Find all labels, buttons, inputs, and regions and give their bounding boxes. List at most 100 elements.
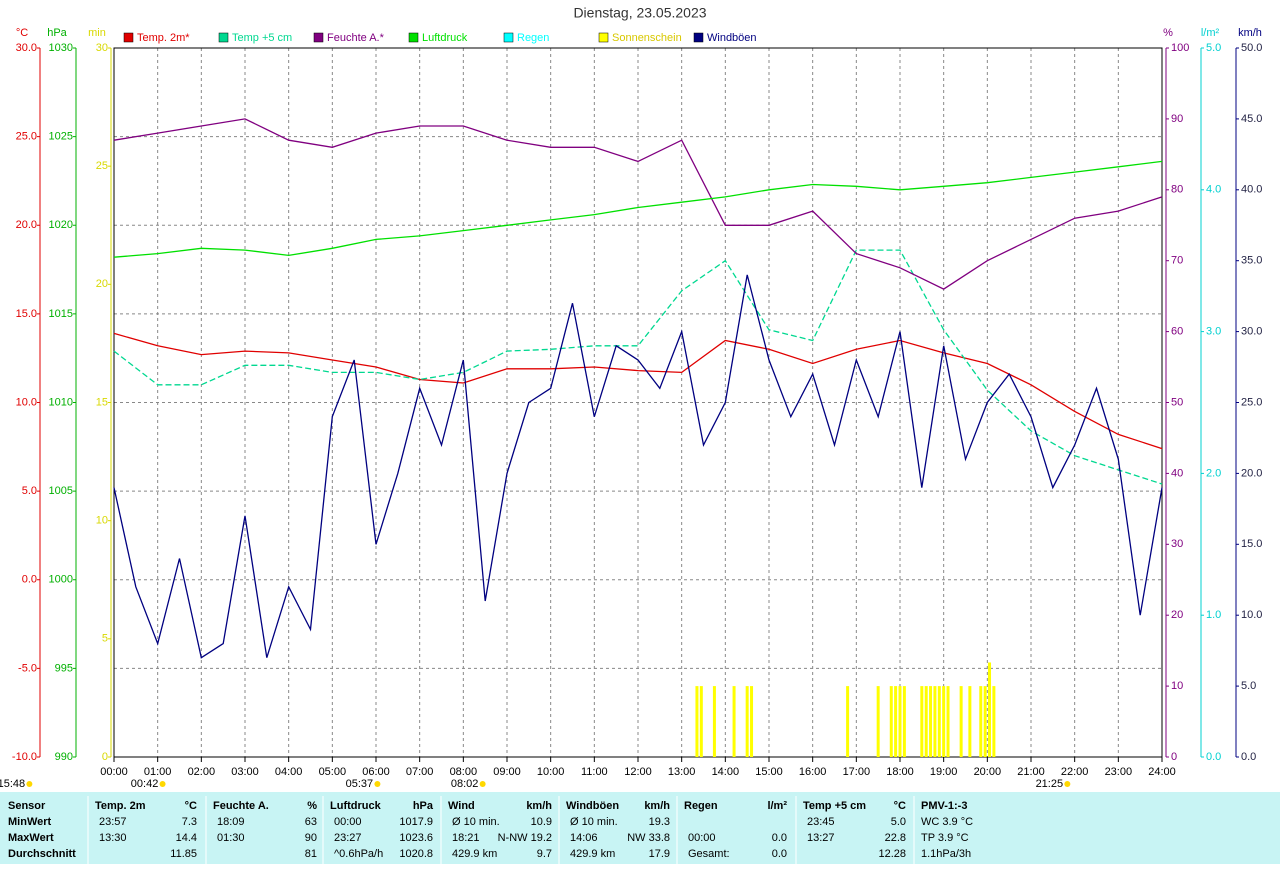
y-tick-label: 50	[1171, 396, 1183, 408]
annotation-marker	[159, 781, 166, 787]
sunshine-bar	[959, 686, 963, 757]
y-tick-label: 25.0	[16, 131, 37, 143]
sunshine-bar	[750, 686, 754, 757]
sunshine-bar	[695, 686, 699, 757]
y-tick-label: 25	[96, 160, 108, 172]
annotation-label: 00:42	[131, 778, 159, 790]
x-tick-label: 20:00	[974, 766, 1002, 778]
y-tick-label: 40	[1171, 467, 1183, 479]
table-unit: hPa	[413, 800, 434, 812]
y-tick-label: 15.0	[16, 308, 37, 320]
table-head: PMV-1:-3	[921, 800, 967, 812]
table-cell: 19.3	[649, 816, 670, 828]
y-tick-label: 30	[1171, 538, 1183, 550]
x-tick-label: 12:00	[624, 766, 652, 778]
sunshine-bar	[942, 686, 946, 757]
y-tick-label: 0.0	[1241, 751, 1256, 763]
x-tick-label: 02:00	[188, 766, 216, 778]
table-cell: ^0.6hPa/h	[334, 848, 383, 860]
sunshine-bar	[745, 686, 749, 757]
axis-unit: hPa	[47, 27, 67, 39]
x-tick-label: 17:00	[843, 766, 871, 778]
legend-label: Temp. 2m*	[137, 32, 190, 44]
table-cell: 90	[305, 832, 317, 844]
y-tick-label: 30.0	[16, 42, 37, 54]
sunshine-bar	[732, 686, 736, 757]
table-unit: l/m²	[767, 800, 787, 812]
y-tick-label: 20.0	[1241, 467, 1262, 479]
table-head: Feuchte A.	[213, 800, 269, 812]
table-unit: °C	[894, 800, 906, 812]
sunshine-bar	[983, 686, 987, 757]
sunshine-bar	[988, 662, 992, 757]
y-tick-label: 4.0	[1206, 184, 1221, 196]
sunshine-bar	[968, 686, 972, 757]
axis-unit: °C	[16, 27, 28, 39]
x-tick-label: 10:00	[537, 766, 565, 778]
table-cell: 11.85	[170, 848, 197, 860]
sunshine-bar	[699, 686, 703, 757]
sunshine-bar	[924, 686, 928, 757]
x-tick-label: 22:00	[1061, 766, 1089, 778]
y-tick-label: 1.0	[1206, 609, 1221, 621]
legend-swatch	[123, 32, 134, 43]
legend-label: Windböen	[707, 32, 757, 44]
annotation-label: 15:48	[0, 778, 25, 790]
sunshine-bar	[889, 686, 893, 757]
y-tick-label: 15	[96, 396, 108, 408]
table-row-label: Durchschnitt	[8, 848, 76, 860]
sunshine-bar	[946, 686, 950, 757]
x-tick-label: 24:00	[1148, 766, 1176, 778]
y-tick-label: 35.0	[1241, 255, 1262, 267]
x-tick-label: 18:00	[886, 766, 914, 778]
table-cell: NW 33.8	[627, 832, 670, 844]
table-cell: 10.9	[531, 816, 552, 828]
table-cell: 429.9 km	[452, 848, 497, 860]
x-tick-label: 08:00	[450, 766, 478, 778]
table-cell: 5.0	[891, 816, 906, 828]
table-row-label: MaxWert	[8, 832, 54, 844]
table-cell: N-NW 19.2	[498, 832, 552, 844]
table-cell: 12.28	[878, 848, 906, 860]
y-tick-label: 0.0	[1206, 751, 1221, 763]
table-cell: 1023.6	[399, 832, 433, 844]
y-tick-label: 3.0	[1206, 326, 1221, 338]
series-line	[113, 249, 1163, 485]
sunshine-bar	[937, 686, 941, 757]
y-tick-label: 0	[1171, 751, 1177, 763]
table-cell: 17.9	[649, 848, 670, 860]
x-tick-label: 07:00	[406, 766, 434, 778]
sunshine-bar	[929, 686, 933, 757]
table-head: Wind	[448, 800, 475, 812]
y-tick-label: 1020	[49, 219, 73, 231]
y-tick-label: 1005	[49, 485, 73, 497]
legend-label: Regen	[517, 32, 549, 44]
axis-unit: %	[1163, 27, 1173, 39]
y-tick-label: 10.0	[16, 396, 37, 408]
table-head: Sensor	[8, 800, 46, 812]
axis-unit: l/m²	[1201, 27, 1220, 39]
table-cell: Ø 10 min.	[570, 816, 618, 828]
y-tick-label: 15.0	[1241, 538, 1262, 550]
y-tick-label: 5.0	[1241, 680, 1256, 692]
legend-swatch	[408, 32, 419, 43]
table-row-label: MinWert	[8, 816, 52, 828]
x-tick-label: 21:00	[1017, 766, 1045, 778]
sunshine-bar	[846, 686, 850, 757]
x-tick-label: 06:00	[362, 766, 390, 778]
table-cell: 429.9 km	[570, 848, 615, 860]
y-tick-label: 50.0	[1241, 42, 1262, 54]
x-tick-label: 09:00	[493, 766, 521, 778]
sunshine-bar	[933, 686, 937, 757]
annotation-label: 21:25	[1036, 778, 1064, 790]
y-tick-label: 40.0	[1241, 184, 1262, 196]
annotation-marker	[374, 781, 381, 787]
table-head: Luftdruck	[330, 800, 382, 812]
table-cell: 7.3	[182, 816, 197, 828]
y-tick-label: 20.0	[16, 219, 37, 231]
legend-label: Luftdruck	[422, 32, 468, 44]
series-line	[113, 118, 1163, 290]
legend-swatch	[313, 32, 324, 43]
table-unit: km/h	[526, 800, 552, 812]
